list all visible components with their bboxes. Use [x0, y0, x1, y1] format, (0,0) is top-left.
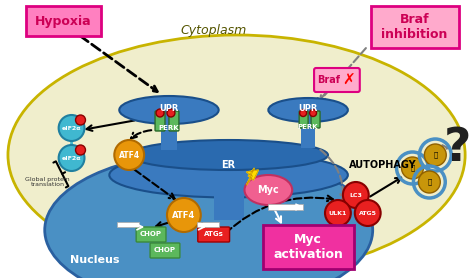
Circle shape — [59, 145, 84, 171]
Text: LC3: LC3 — [349, 192, 362, 197]
Circle shape — [59, 115, 84, 141]
Ellipse shape — [268, 98, 348, 122]
Circle shape — [355, 200, 381, 226]
Polygon shape — [246, 168, 258, 185]
FancyBboxPatch shape — [161, 110, 177, 150]
Text: PERK: PERK — [159, 125, 179, 131]
Text: ER: ER — [221, 160, 236, 170]
FancyBboxPatch shape — [301, 110, 315, 148]
FancyBboxPatch shape — [311, 111, 320, 128]
FancyBboxPatch shape — [136, 227, 166, 242]
Circle shape — [114, 140, 144, 170]
Circle shape — [167, 109, 175, 117]
Text: ULK1: ULK1 — [329, 210, 347, 215]
Text: ✗: ✗ — [343, 73, 355, 88]
Text: eIF2α: eIF2α — [62, 125, 82, 130]
FancyBboxPatch shape — [314, 68, 360, 92]
FancyBboxPatch shape — [150, 243, 180, 258]
Text: ATGs: ATGs — [204, 231, 224, 237]
Text: Braf
inhibition: Braf inhibition — [381, 13, 447, 41]
Text: ATF4: ATF4 — [172, 210, 195, 220]
FancyBboxPatch shape — [26, 6, 101, 36]
Ellipse shape — [245, 175, 292, 205]
Text: Cytoplasm: Cytoplasm — [181, 24, 247, 36]
Circle shape — [156, 109, 164, 117]
Text: AUTOPHAGY: AUTOPHAGY — [349, 160, 417, 170]
Circle shape — [419, 171, 440, 193]
Circle shape — [75, 115, 85, 125]
Text: Nucleus: Nucleus — [70, 255, 119, 265]
Circle shape — [75, 145, 85, 155]
Ellipse shape — [109, 153, 348, 197]
Circle shape — [325, 200, 351, 226]
FancyBboxPatch shape — [264, 225, 354, 269]
Text: PERK: PERK — [298, 124, 319, 130]
Text: ATF4: ATF4 — [118, 150, 140, 160]
Ellipse shape — [45, 153, 373, 278]
FancyBboxPatch shape — [299, 111, 308, 128]
Circle shape — [343, 182, 369, 208]
Circle shape — [167, 198, 201, 232]
Text: 🦅: 🦅 — [410, 165, 415, 171]
Text: Braf: Braf — [318, 75, 340, 85]
Ellipse shape — [129, 140, 328, 170]
Bar — [197, 222, 219, 227]
FancyBboxPatch shape — [198, 227, 229, 242]
Text: Global protein
translation: Global protein translation — [26, 177, 70, 187]
Text: eIF2α: eIF2α — [62, 155, 82, 160]
Text: CHOP: CHOP — [140, 231, 162, 237]
Circle shape — [300, 110, 307, 116]
Text: UPR: UPR — [159, 103, 179, 113]
Circle shape — [310, 110, 317, 116]
FancyBboxPatch shape — [214, 175, 244, 220]
Text: Myc: Myc — [257, 185, 279, 195]
Text: 🦅: 🦅 — [433, 152, 438, 158]
Text: 🦅: 🦅 — [427, 179, 431, 185]
Text: CHOP: CHOP — [154, 247, 176, 253]
Ellipse shape — [119, 96, 219, 124]
Ellipse shape — [8, 35, 465, 275]
FancyBboxPatch shape — [169, 111, 179, 131]
Bar — [268, 204, 303, 210]
Text: Myc
activation: Myc activation — [273, 233, 343, 261]
Text: ?: ? — [444, 125, 471, 170]
FancyBboxPatch shape — [371, 6, 459, 48]
Circle shape — [401, 157, 423, 179]
Text: ATG5: ATG5 — [359, 210, 377, 215]
Text: UPR: UPR — [299, 103, 318, 113]
FancyBboxPatch shape — [155, 111, 165, 131]
Text: Hypoxia: Hypoxia — [35, 14, 92, 28]
Circle shape — [424, 144, 446, 166]
Bar — [117, 222, 139, 227]
